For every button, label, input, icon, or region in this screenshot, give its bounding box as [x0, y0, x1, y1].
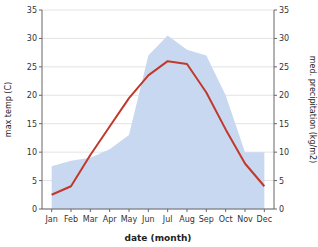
y2-tick	[274, 66, 277, 67]
x-tick-label: Nov	[237, 215, 253, 224]
x-axis-line	[42, 209, 274, 210]
x-tick	[187, 209, 188, 212]
x-tick	[167, 209, 168, 212]
y2-tick-label: 5	[279, 177, 284, 186]
x-tick	[90, 209, 91, 212]
y-tick-label: 5	[32, 177, 37, 186]
y2-tick	[274, 152, 277, 153]
y2-tick-label: 25	[279, 63, 289, 72]
chart: Jan Feb Mar AprMayJun Jul Aug Sep Oct Nov Dec 0 5 10…	[0, 0, 318, 247]
y-axis-line	[42, 10, 43, 209]
x-tick	[206, 209, 207, 212]
y-tick-label: 35	[27, 6, 37, 15]
y-tick	[39, 95, 42, 96]
x-tick	[71, 209, 72, 212]
x-tick-label: Jan	[44, 215, 57, 224]
x-tick	[264, 209, 265, 212]
temp-line	[52, 61, 265, 195]
y2-tick	[274, 38, 277, 39]
y2-tick	[274, 209, 277, 210]
y-tick	[39, 66, 42, 67]
x-tick-label: Oct	[219, 215, 233, 224]
x-tick	[225, 209, 226, 212]
y-tick	[39, 209, 42, 210]
y2-tick-label: 0	[279, 205, 284, 214]
x-axis-label: date (month)	[125, 233, 192, 243]
y2-tick	[274, 10, 277, 11]
grid-line	[42, 10, 274, 11]
y-tick-label: 20	[27, 91, 37, 100]
y-axis-label: max temp (C)	[4, 82, 13, 137]
x-tick-label: Jul	[162, 215, 173, 224]
x-tick-label: Mar	[83, 215, 99, 224]
grid-line	[42, 38, 274, 39]
x-tick	[109, 209, 110, 212]
x-tick-label: Aug	[179, 215, 195, 224]
x-tick-label: Sep	[199, 215, 214, 224]
y2-tick	[274, 123, 277, 124]
x-tick	[129, 209, 130, 212]
x-tick	[148, 209, 149, 212]
y-tick-label: 10	[27, 148, 37, 157]
y2-tick-label: 30	[279, 34, 289, 43]
y-tick	[39, 10, 42, 11]
x-tick	[51, 209, 52, 212]
x-tick-label: Jun	[141, 215, 155, 224]
x-tick-label: Apr	[103, 215, 118, 224]
x-tick	[245, 209, 246, 212]
x-tick-label: May	[121, 215, 138, 224]
grid	[42, 10, 274, 209]
y-tick-label: 0	[32, 205, 37, 214]
plot-area	[52, 36, 265, 209]
y-tick-label: 25	[27, 63, 37, 72]
precip-area	[52, 36, 265, 209]
y2-axis-line	[274, 10, 275, 209]
y2-axis-label: med. precipitation (kg/m2)	[308, 56, 317, 163]
y-tick	[39, 152, 42, 153]
y-tick-label: 15	[27, 120, 37, 129]
y-tick-label: 30	[27, 34, 37, 43]
x-tick-label: Dec	[257, 215, 272, 224]
y-tick	[39, 123, 42, 124]
y2-tick-label: 20	[279, 91, 289, 100]
y2-tick-label: 10	[279, 148, 289, 157]
y-tick	[39, 180, 42, 181]
y-tick	[39, 38, 42, 39]
x-tick-label: Feb	[64, 215, 78, 224]
grid-line	[42, 209, 274, 210]
axes: Jan Feb Mar AprMayJun Jul Aug Sep Oct Nov Dec 0 5 10…	[27, 6, 289, 224]
y2-tick-label: 35	[279, 6, 289, 15]
y2-tick	[274, 95, 277, 96]
y2-tick-label: 15	[279, 120, 289, 129]
y2-tick	[274, 180, 277, 181]
